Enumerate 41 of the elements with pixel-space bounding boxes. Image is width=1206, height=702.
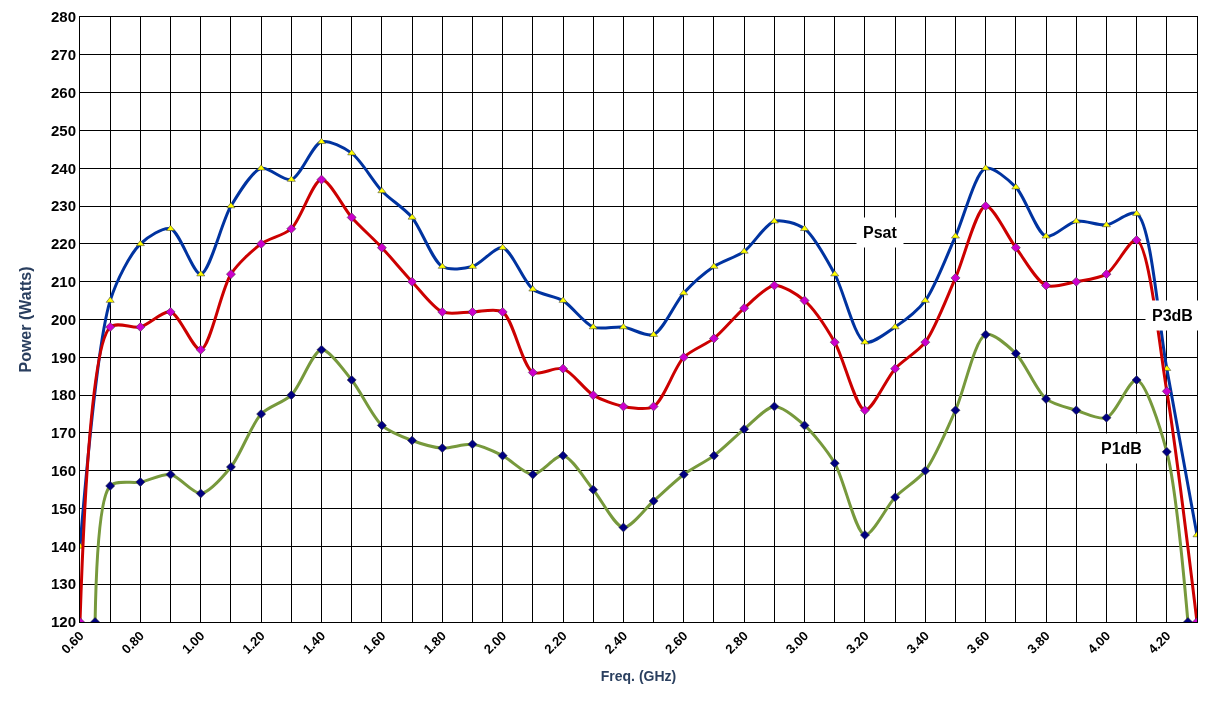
series-label: P1dB (1101, 440, 1142, 457)
y-tick-label: 190 (50, 348, 76, 366)
x-tick-label: 1.80 (420, 628, 449, 657)
x-axis-title: Freq. (GHz) (600, 668, 677, 685)
y-tick-label: 170 (50, 424, 76, 442)
y-tick-label: 180 (50, 386, 76, 404)
x-tick-label: 4.20 (1145, 628, 1174, 657)
x-tick-label: 3.40 (903, 628, 933, 657)
x-tick-label: 3.00 (782, 628, 812, 657)
x-tick-label: 4.00 (1084, 628, 1114, 657)
x-tick-label: 0.60 (58, 628, 87, 657)
y-tick-label: 270 (50, 46, 76, 64)
y-tick-label: 230 (50, 197, 76, 215)
y-axis-title: Power (Watts) (16, 266, 34, 373)
x-tick-label: 3.60 (963, 628, 993, 657)
x-tick-label: 2.40 (601, 628, 631, 657)
y-tick-label: 260 (50, 83, 76, 101)
y-tick-label: 130 (50, 575, 76, 593)
series-label: P3dB (1152, 307, 1193, 324)
y-tick-label: 210 (50, 272, 76, 290)
y-tick-label: 200 (50, 310, 76, 328)
x-tick-label: 3.80 (1024, 628, 1053, 657)
y-tick-label: 220 (50, 235, 76, 253)
y-tick-label: 120 (50, 613, 76, 631)
y-tick-label: 250 (50, 121, 76, 139)
x-tick-label: 3.20 (843, 628, 872, 657)
x-tick-label: 1.00 (178, 628, 208, 657)
y-tick-label: 280 (50, 8, 76, 26)
x-tick-label: 2.80 (722, 628, 751, 657)
x-tick-label: 2.00 (480, 628, 510, 657)
x-tick-label: 2.20 (541, 628, 570, 657)
x-tick-label: 1.20 (239, 628, 268, 657)
y-tick-label: 140 (50, 537, 76, 555)
x-tick-label: 1.60 (360, 628, 389, 657)
x-tick-label: 2.60 (661, 628, 691, 657)
y-tick-label: 160 (50, 462, 76, 479)
y-tick-label: 150 (50, 499, 76, 517)
y-tick-label: 240 (50, 159, 76, 177)
text: Psat (863, 224, 898, 241)
x-tick-label: 0.80 (118, 628, 148, 657)
x-tick-label: 1.40 (299, 628, 329, 657)
